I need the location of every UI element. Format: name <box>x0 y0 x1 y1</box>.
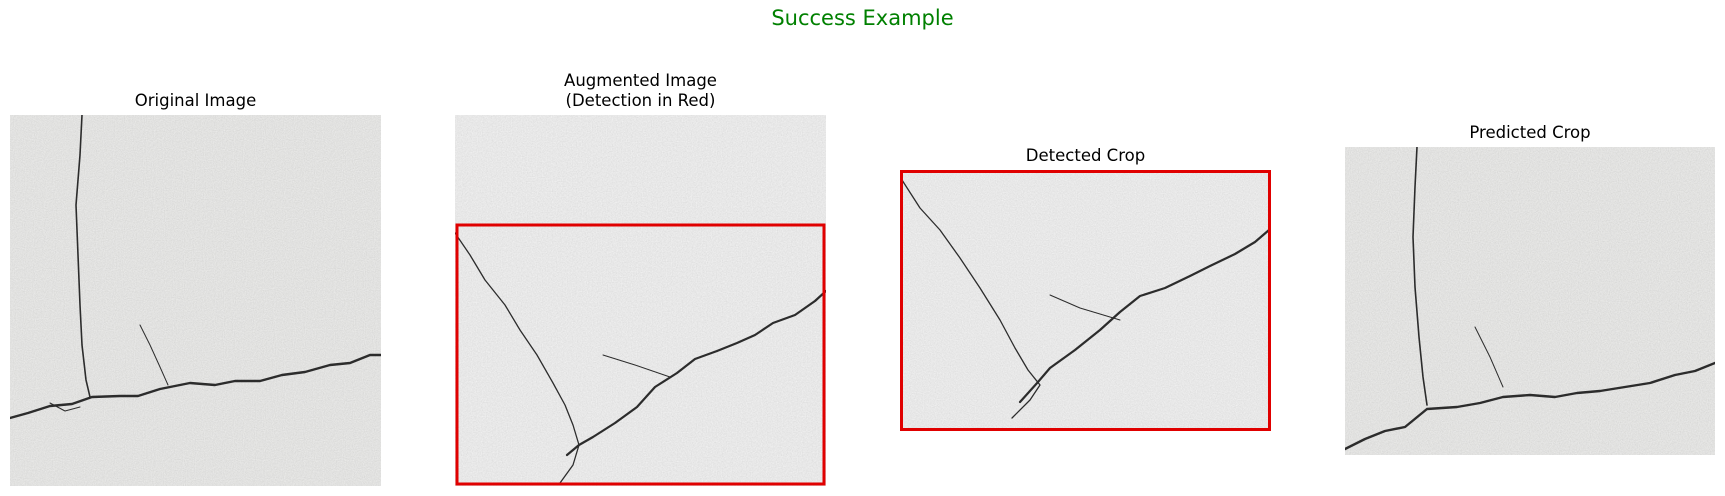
panel-title-augmented: Augmented Image (Detection in Red) <box>564 71 717 110</box>
crop-border <box>900 170 1271 431</box>
panel-title-original: Original Image <box>134 91 257 110</box>
original-image <box>10 115 381 486</box>
detection-box <box>455 223 826 486</box>
figure-title: Success Example <box>771 6 954 30</box>
panel-title-detected-crop: Detected Crop <box>1025 146 1146 165</box>
crack-horizontal <box>10 353 381 420</box>
augmented-image <box>455 115 826 486</box>
panel-title-predicted-crop: Predicted Crop <box>1469 123 1591 142</box>
detected-crop-image <box>900 170 1271 431</box>
predicted-crop-image <box>1345 147 1715 455</box>
crack-vertical <box>75 115 91 398</box>
